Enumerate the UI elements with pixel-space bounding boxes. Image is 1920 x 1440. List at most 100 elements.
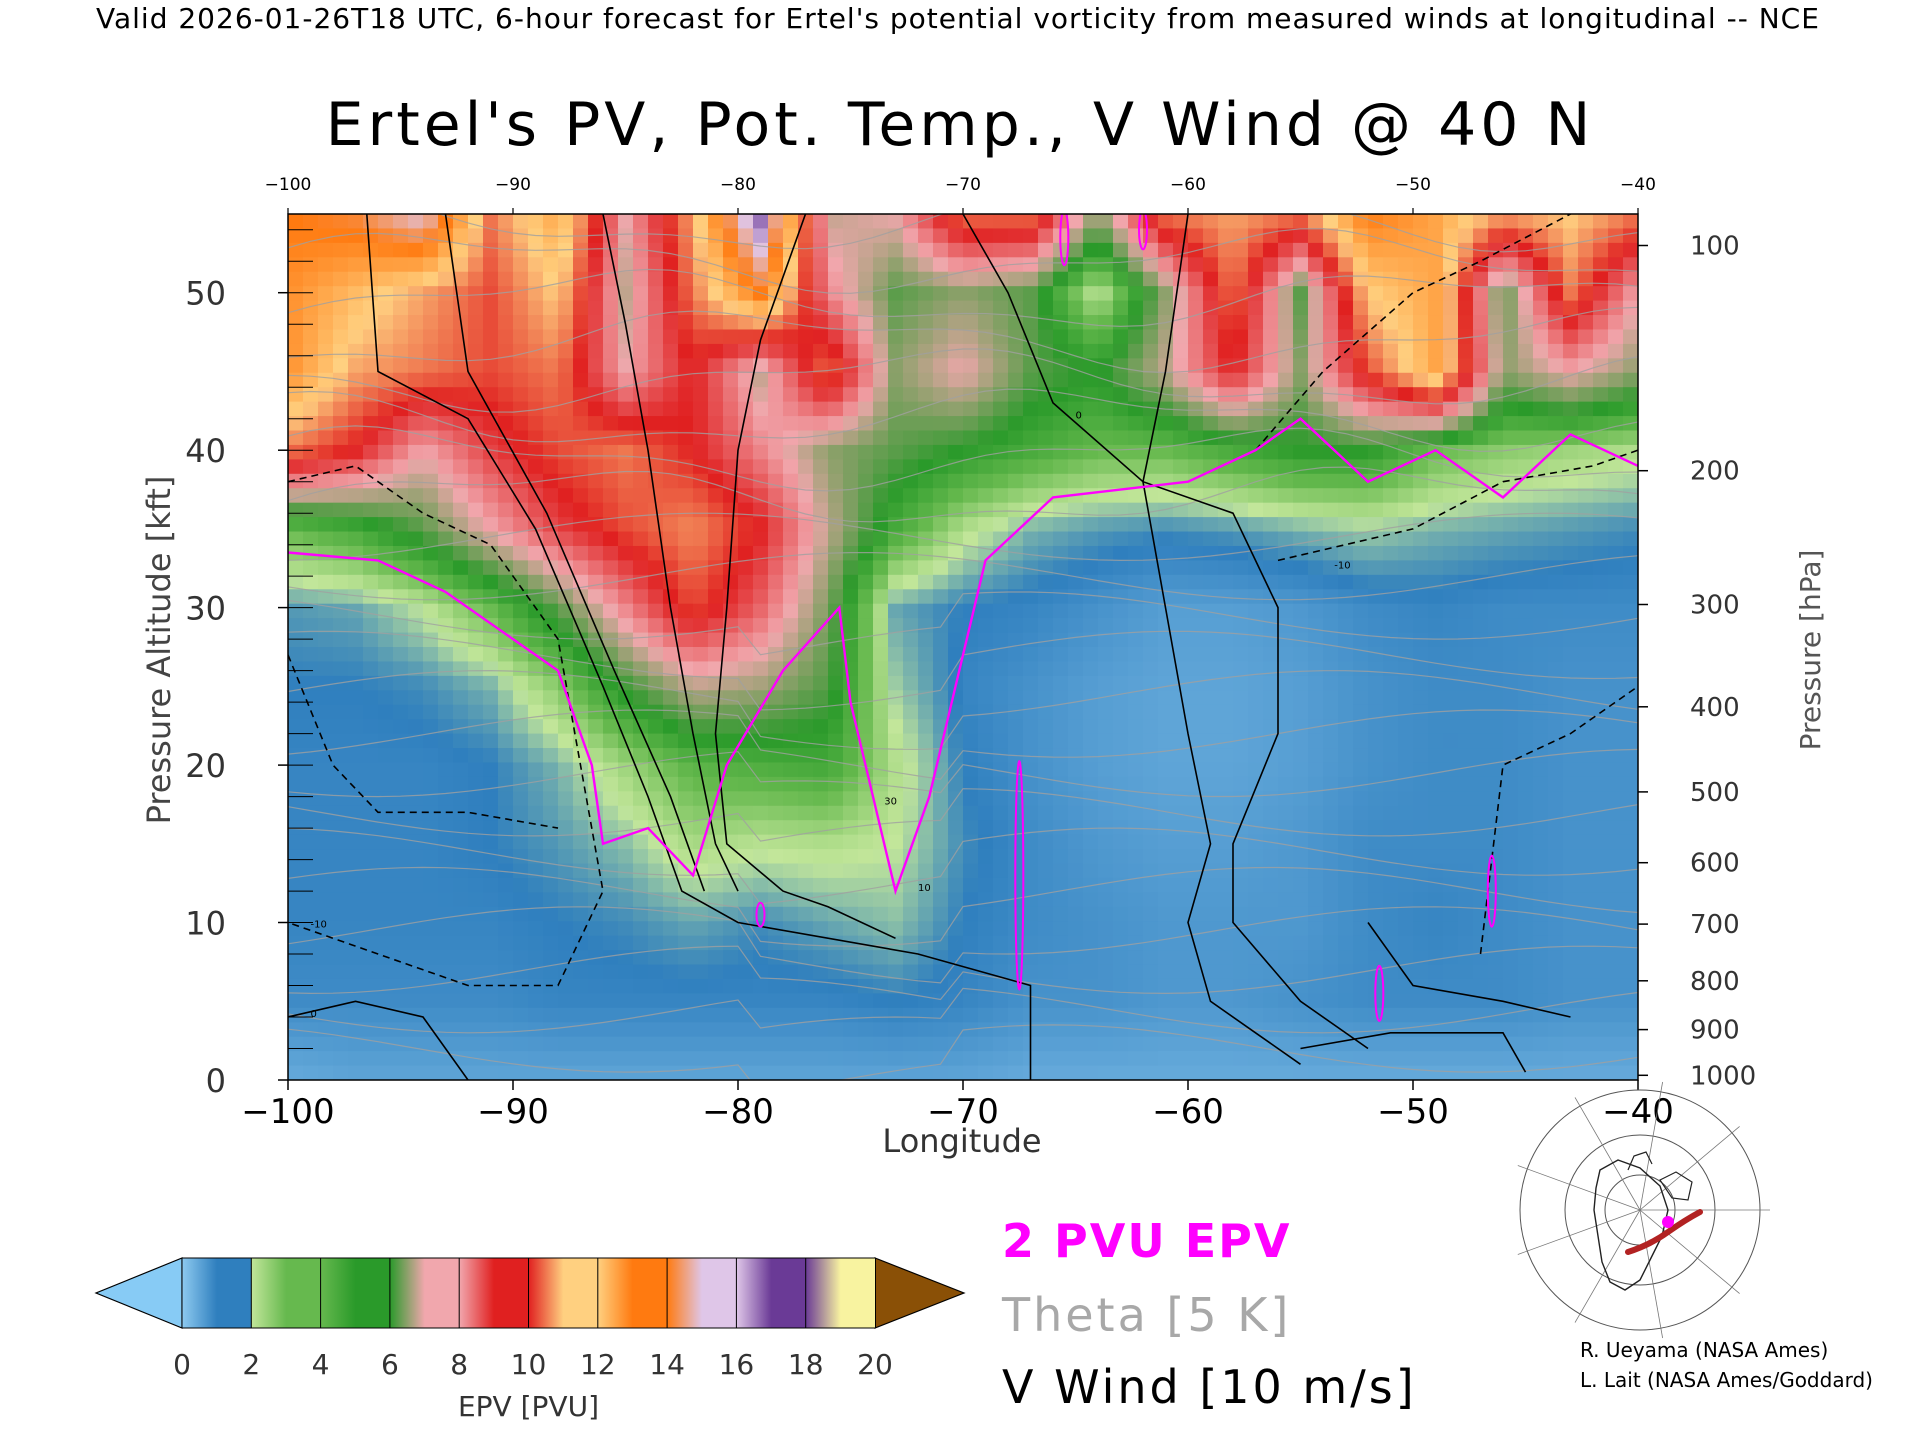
pvu-contour-spot xyxy=(1374,964,1385,1023)
vwind-contour-label: 30 xyxy=(884,797,897,808)
vwind-contour xyxy=(288,1000,469,1080)
x-top-tick-label: −80 xyxy=(720,175,756,195)
map-section-path xyxy=(1625,1209,1703,1255)
y-right-tick-label: 300 xyxy=(1690,591,1740,621)
map-meridian xyxy=(1639,1209,1740,1294)
map-coastline xyxy=(1659,1171,1693,1201)
colorbar-band xyxy=(597,1257,669,1329)
colorbar-band xyxy=(250,1257,322,1329)
y-right-tick-label: 700 xyxy=(1690,910,1740,940)
y-tick-label: 0 xyxy=(206,1062,226,1100)
y-tick-label: 10 xyxy=(185,905,226,943)
theta-contour xyxy=(288,788,1638,842)
vwind-contour xyxy=(1367,922,1571,1018)
vwind-contour xyxy=(288,654,559,829)
theta-contours xyxy=(288,214,1638,1080)
y-axis-label: Pressure Altitude [kft] xyxy=(140,476,178,825)
colorbar-band xyxy=(389,1257,461,1329)
vwind-contour-label: -10 xyxy=(1334,560,1350,571)
legend-theta: Theta [5 K] xyxy=(1002,1288,1292,1342)
credit-author-1: R. Ueyama (NASA Ames) xyxy=(1580,1338,1829,1362)
theta-contour xyxy=(288,268,1638,328)
pvu-contour-spot xyxy=(1059,214,1070,267)
x-top-tick-label: −100 xyxy=(265,175,312,195)
y-right-tick-label: 600 xyxy=(1690,849,1740,879)
y-right-tick-label: 900 xyxy=(1690,1016,1740,1046)
vwind-contour xyxy=(1142,214,1301,1065)
colorbar-band xyxy=(528,1257,599,1329)
x-top-tick-label: −60 xyxy=(1170,175,1206,195)
colorbar-tick-label: 6 xyxy=(381,1348,399,1381)
epv-heatmap xyxy=(288,214,1638,1080)
colorbar-band xyxy=(181,1257,253,1329)
vwind-contour xyxy=(366,214,1032,1080)
theta-contour xyxy=(288,512,1638,562)
y-right-axis-label: Pressure [hPa] xyxy=(1794,550,1827,751)
map-marker xyxy=(1662,1216,1674,1228)
colorbar-band xyxy=(320,1257,391,1329)
theta-contour xyxy=(288,748,1638,798)
x-axis-label: Longitude xyxy=(882,1122,1041,1160)
theta-contour xyxy=(288,591,1638,656)
x-tick-label: −70 xyxy=(927,1092,999,1132)
y-tick-label: 30 xyxy=(185,590,226,628)
theta-contour xyxy=(288,827,1638,905)
colorbar-over-triangle xyxy=(874,1257,966,1329)
vwind-contour xyxy=(1479,685,1638,955)
legend-epv: 2 PVU EPV xyxy=(1002,1214,1292,1268)
map-meridian xyxy=(1517,1165,1641,1211)
x-tick-label: −80 xyxy=(702,1092,774,1132)
pvu-contour-spot xyxy=(1486,854,1497,928)
y-tick-label: 20 xyxy=(185,747,226,785)
x-tick-label: −50 xyxy=(1377,1092,1449,1132)
pvu-contour xyxy=(288,417,1638,896)
chart-title: Ertel's PV, Pot. Temp., V Wind @ 40 N xyxy=(325,90,1595,160)
colorbar-tick-label: 10 xyxy=(511,1348,547,1381)
colorbar-band xyxy=(735,1257,807,1329)
colorbar-tick-label: 0 xyxy=(173,1348,191,1381)
x-tick-label: −100 xyxy=(241,1092,334,1132)
theta-contour xyxy=(288,1024,1638,1080)
y-right-tick-label: 1000 xyxy=(1690,1061,1756,1091)
vwind-contour-label: 0 xyxy=(311,1009,317,1020)
theta-contour xyxy=(288,228,1638,294)
map-meridian xyxy=(1574,1209,1641,1323)
vwind-contour-label: 0 xyxy=(1076,411,1082,422)
colorbar-under-triangle xyxy=(94,1257,183,1329)
colorbar-tick-label: 2 xyxy=(242,1348,260,1381)
pvu-contour-spot xyxy=(755,901,766,928)
x-tick-label: −90 xyxy=(477,1092,549,1132)
theta-contour xyxy=(288,669,1638,750)
y-right-tick-label: 100 xyxy=(1690,232,1740,262)
theta-contour xyxy=(288,945,1638,1001)
theta-contour xyxy=(288,466,1638,523)
colorbar-tick-label: 12 xyxy=(580,1348,616,1381)
vwind-contour xyxy=(444,214,706,892)
y-right-tick-label: 500 xyxy=(1690,778,1740,808)
colorbar-tick-label: 18 xyxy=(788,1348,824,1381)
y-right-tick-label: 400 xyxy=(1690,693,1740,723)
epv-colorbar: 0 2 4 6 8 10 12 14 16 18 20 EPV [PVU] xyxy=(94,1257,966,1423)
vwind-contour-label: -10 xyxy=(311,919,327,930)
colorbar-label: EPV [PVU] xyxy=(458,1390,599,1423)
vwind-contour xyxy=(714,214,896,940)
map-coastline xyxy=(1627,1151,1653,1171)
theta-contour xyxy=(288,552,1638,601)
map-meridian xyxy=(1574,1097,1641,1211)
colorbar-tick-label: 4 xyxy=(312,1348,330,1381)
x-tick-label: −60 xyxy=(1152,1092,1224,1132)
colorbar-band xyxy=(805,1257,877,1329)
y-right-tick-label: 200 xyxy=(1690,457,1740,487)
vwind-contour xyxy=(962,214,1369,1050)
pvu-contour-spot xyxy=(1138,214,1148,251)
vwind-contour xyxy=(288,465,604,987)
y-tick-label: 40 xyxy=(185,432,226,470)
x-top-tick-label: −90 xyxy=(495,175,531,195)
credit-author-2: L. Lait (NASA Ames/Goddard) xyxy=(1580,1368,1873,1392)
x-top-tick-label: −50 xyxy=(1395,175,1431,195)
epv-2pvu-contour xyxy=(288,214,1638,1023)
locator-map xyxy=(1517,1081,1770,1339)
theta-contour xyxy=(288,306,1638,374)
map-meridian xyxy=(1517,1209,1641,1255)
